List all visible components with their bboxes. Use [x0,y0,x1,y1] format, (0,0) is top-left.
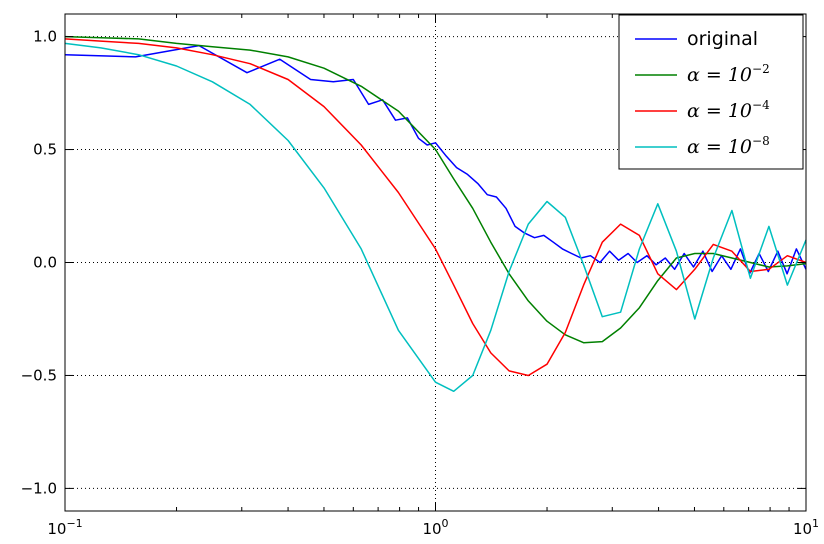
legend-label-base: α = 10 [687,100,752,122]
series-line-2 [64,38,807,377]
series-line-3 [64,42,807,393]
x-tick-exponent: 1 [812,517,819,530]
series-line-0 [64,44,807,275]
legend-label-exponent: −8 [752,134,770,148]
legend-box [618,14,804,170]
series-layer [64,35,807,393]
y-tick-label: −0.5 [21,366,57,384]
x-tick-exponent: −1 [66,517,82,530]
x-tick-exponent: 0 [442,517,449,530]
legend-label-0: original [687,28,758,50]
x-tick-base: 10 [793,520,812,538]
x-tick-label: 101 [793,517,819,538]
x-tick-label: 10−1 [47,517,82,538]
series-line-1 [64,35,807,344]
grid-layer [65,14,806,511]
legend-label-1: α = 10−2 [687,62,770,86]
legend-label-exponent: −2 [752,62,770,76]
legend-label-exponent: −4 [752,98,770,112]
legend-label-3: α = 10−8 [687,134,770,158]
x-tick-base: 10 [422,520,441,538]
legend-label-2: α = 10−4 [687,98,770,122]
x-tick-label: 100 [422,517,448,538]
legend-label-base: α = 10 [687,136,752,158]
x-tick-base: 10 [47,520,66,538]
y-tick-label: 0.5 [33,141,57,159]
y-tick-label: −1.0 [21,479,57,497]
legend-label-base: α = 10 [687,64,752,86]
y-tick-label: 0.0 [33,254,57,272]
y-tick-label: 1.0 [33,28,57,46]
